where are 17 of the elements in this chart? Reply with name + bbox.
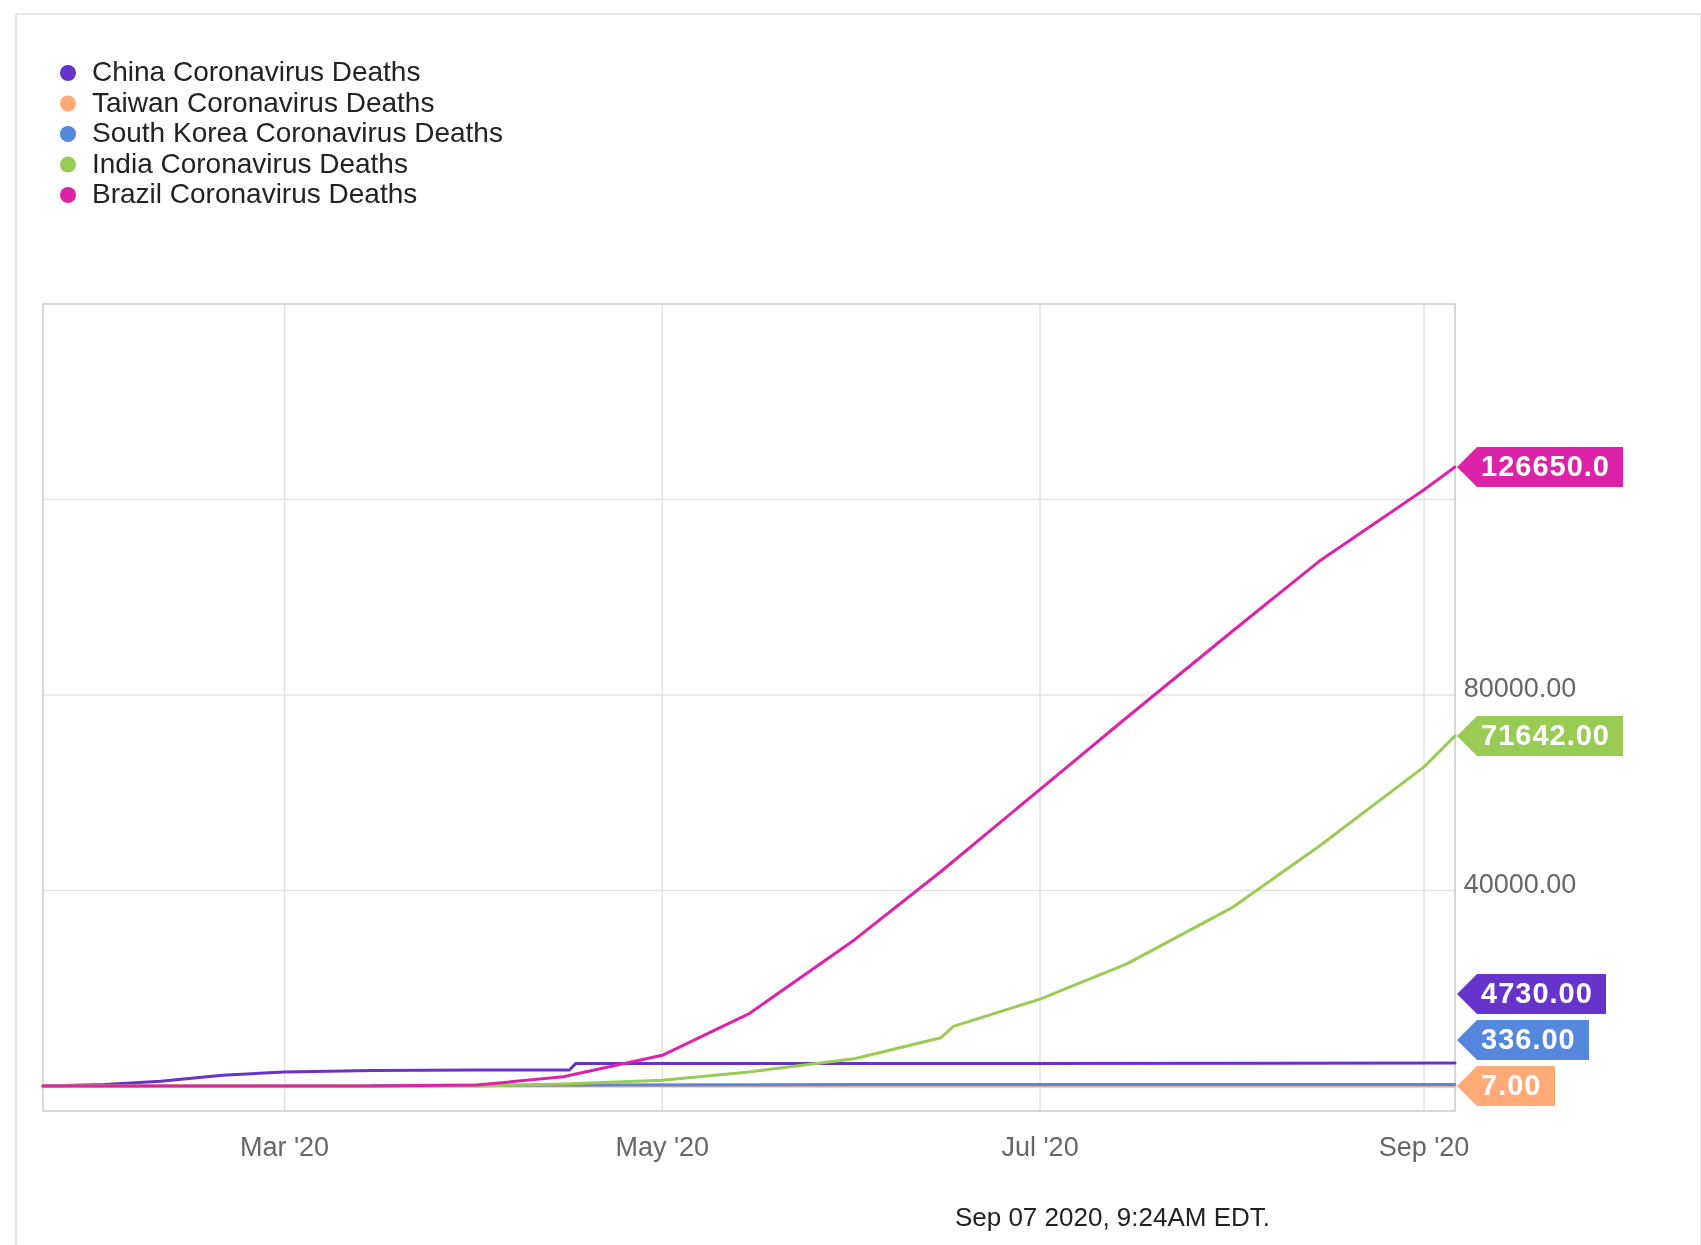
y-tick-label: 80000.00	[1463, 673, 1577, 704]
legend-label: Brazil Coronavirus Deaths	[92, 178, 418, 210]
data-label: 71642.00	[1481, 718, 1610, 751]
legend-label: South Korea Coronavirus Deaths	[92, 117, 503, 149]
x-tick-label: Jul '20	[1001, 1132, 1079, 1162]
y-tick-label: 40000.00	[1463, 868, 1577, 899]
x-tick-label: May '20	[615, 1132, 710, 1162]
x-tick-label: Mar '20	[239, 1132, 330, 1162]
text: Sep 07 2020, 9:24AM EDT.	[954, 1202, 1270, 1232]
legend-label: India Coronavirus Deaths	[92, 147, 408, 179]
data-label: 7.00	[1481, 1068, 1542, 1101]
data-label: 336.00	[1481, 1022, 1576, 1055]
data-label: 126650.0	[1481, 449, 1610, 482]
x-tick-label: Sep '20	[1378, 1132, 1470, 1162]
legend-label: Taiwan Coronavirus Deaths	[92, 86, 435, 118]
legend-label: China Coronavirus Deaths	[92, 56, 421, 88]
data-label: 4730.00	[1481, 976, 1593, 1009]
